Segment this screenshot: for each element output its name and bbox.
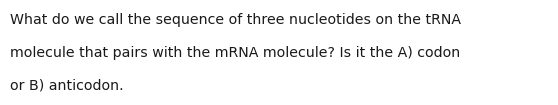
Text: What do we call the sequence of three nucleotides on the tRNA: What do we call the sequence of three nu… (10, 13, 461, 27)
Text: molecule that pairs with the mRNA molecule? Is it the A) codon: molecule that pairs with the mRNA molecu… (10, 46, 460, 60)
Text: or B) anticodon.: or B) anticodon. (10, 79, 124, 93)
